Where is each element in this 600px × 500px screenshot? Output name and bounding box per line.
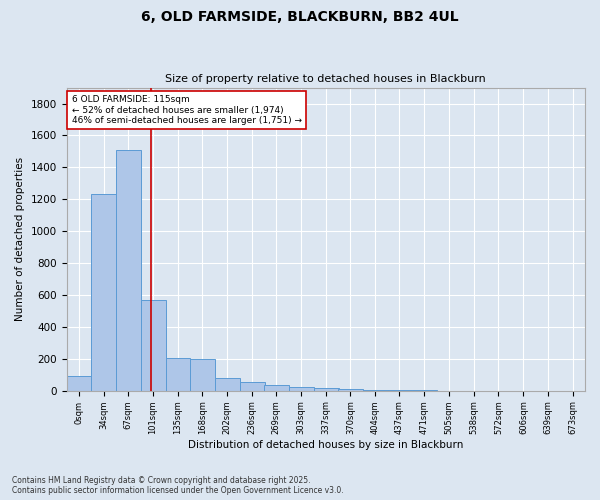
Title: Size of property relative to detached houses in Blackburn: Size of property relative to detached ho… xyxy=(166,74,486,84)
Text: Contains HM Land Registry data © Crown copyright and database right 2025.
Contai: Contains HM Land Registry data © Crown c… xyxy=(12,476,344,495)
Bar xyxy=(140,300,166,390)
Bar xyxy=(67,376,91,390)
Bar xyxy=(215,378,239,390)
Bar xyxy=(116,150,140,390)
Bar xyxy=(264,385,289,390)
Bar xyxy=(91,194,116,390)
Bar xyxy=(166,358,190,390)
Bar xyxy=(239,382,265,390)
Y-axis label: Number of detached properties: Number of detached properties xyxy=(15,157,25,321)
Text: 6, OLD FARMSIDE, BLACKBURN, BB2 4UL: 6, OLD FARMSIDE, BLACKBURN, BB2 4UL xyxy=(141,10,459,24)
Bar xyxy=(289,386,314,390)
Text: 6 OLD FARMSIDE: 115sqm
← 52% of detached houses are smaller (1,974)
46% of semi-: 6 OLD FARMSIDE: 115sqm ← 52% of detached… xyxy=(72,95,302,125)
Bar xyxy=(314,388,338,390)
Bar xyxy=(190,359,215,390)
Bar xyxy=(338,389,363,390)
X-axis label: Distribution of detached houses by size in Blackburn: Distribution of detached houses by size … xyxy=(188,440,463,450)
